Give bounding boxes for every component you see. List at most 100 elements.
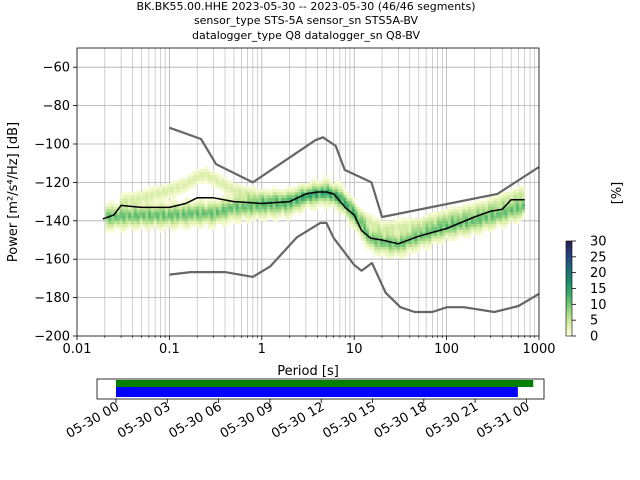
density-cell [241,206,245,210]
density-cell [453,232,457,236]
density-cell [422,240,426,245]
density-cell [490,226,494,230]
density-cell [309,206,313,210]
density-cell [465,229,469,233]
density-cell [125,200,129,204]
density-cell [193,223,197,227]
density-cell [363,215,367,219]
plot-frame [76,47,540,337]
density-cell [354,209,358,213]
coverage-tick-label: 05-31 00 [474,399,532,441]
density-cell [323,203,327,207]
density-cell [182,217,186,222]
density-cell [201,215,205,219]
density-cell [300,189,305,193]
density-cell [108,226,112,230]
density-cell [298,206,302,210]
density-cell [173,215,177,219]
density-cell [249,194,254,199]
density-cell [173,226,177,230]
density-cell [227,209,231,213]
density-cell [329,200,333,204]
density-cell [315,189,319,193]
density-cell [173,200,177,204]
density-cell [323,177,327,181]
density-cell [125,215,129,219]
density-cell [482,215,486,219]
density-cell [465,232,469,236]
density-cell [428,223,432,227]
density-cell [128,223,132,227]
density-cell [210,174,214,178]
density-cell [136,192,140,196]
density-cell [397,229,401,233]
density-cell [207,168,211,173]
density-cell [451,229,455,233]
density-cell [176,183,180,187]
density-cell [249,186,254,190]
density-cell [507,203,511,207]
mean-psd-line [102,191,525,245]
density-cell [300,183,305,187]
density-cell [210,206,214,210]
density-cell [232,186,237,190]
density-cell [357,209,361,213]
density-cell [417,226,421,230]
density-cell [436,212,440,216]
density-cell [213,223,217,227]
density-cell [131,226,135,230]
density-cell [411,240,415,245]
density-cell [295,186,299,190]
density-cell [125,226,129,230]
density-cell [216,212,220,216]
density-cell [391,220,395,224]
density-cell [281,197,285,201]
density-cell [419,220,423,224]
density-cell [295,192,299,196]
density-cell [167,192,172,196]
density-cell [159,186,163,190]
density-cell [221,200,225,204]
density-cell [414,243,418,248]
density-cell [414,246,418,250]
density-cell [156,197,160,201]
density-cell [153,186,157,190]
density-cell [283,197,288,201]
density-cell [145,220,149,224]
density-cell [499,215,503,219]
density-cell [374,243,378,248]
density-cell [397,249,401,253]
density-cell [385,220,390,224]
density-cell [507,206,511,210]
density-cell [216,220,220,224]
density-cell [261,189,265,193]
density-cell [173,229,177,233]
density-cell [431,223,435,227]
density-cell [320,197,324,201]
density-cell [232,217,237,222]
density-cell [397,217,401,222]
density-cell [224,197,228,201]
density-cell [255,206,259,210]
density-cell [448,206,452,210]
density-cell [354,203,358,207]
density-cell [417,249,421,253]
density-cell [125,223,129,227]
density-cell [510,192,514,196]
density-cell [167,220,172,224]
density-cell [201,171,205,176]
density-cell [136,223,140,227]
density-cell [428,246,432,250]
density-cell [238,194,242,199]
density-cell [400,223,404,227]
density-cell [266,189,271,193]
density-cell [193,200,197,204]
density-cell [428,240,432,245]
density-cell [405,246,409,250]
density-cell [122,217,126,222]
density-cell [499,192,503,196]
density-cell [201,203,205,207]
density-cell [235,197,239,201]
density-cell [371,232,375,236]
density-cell [337,206,341,210]
